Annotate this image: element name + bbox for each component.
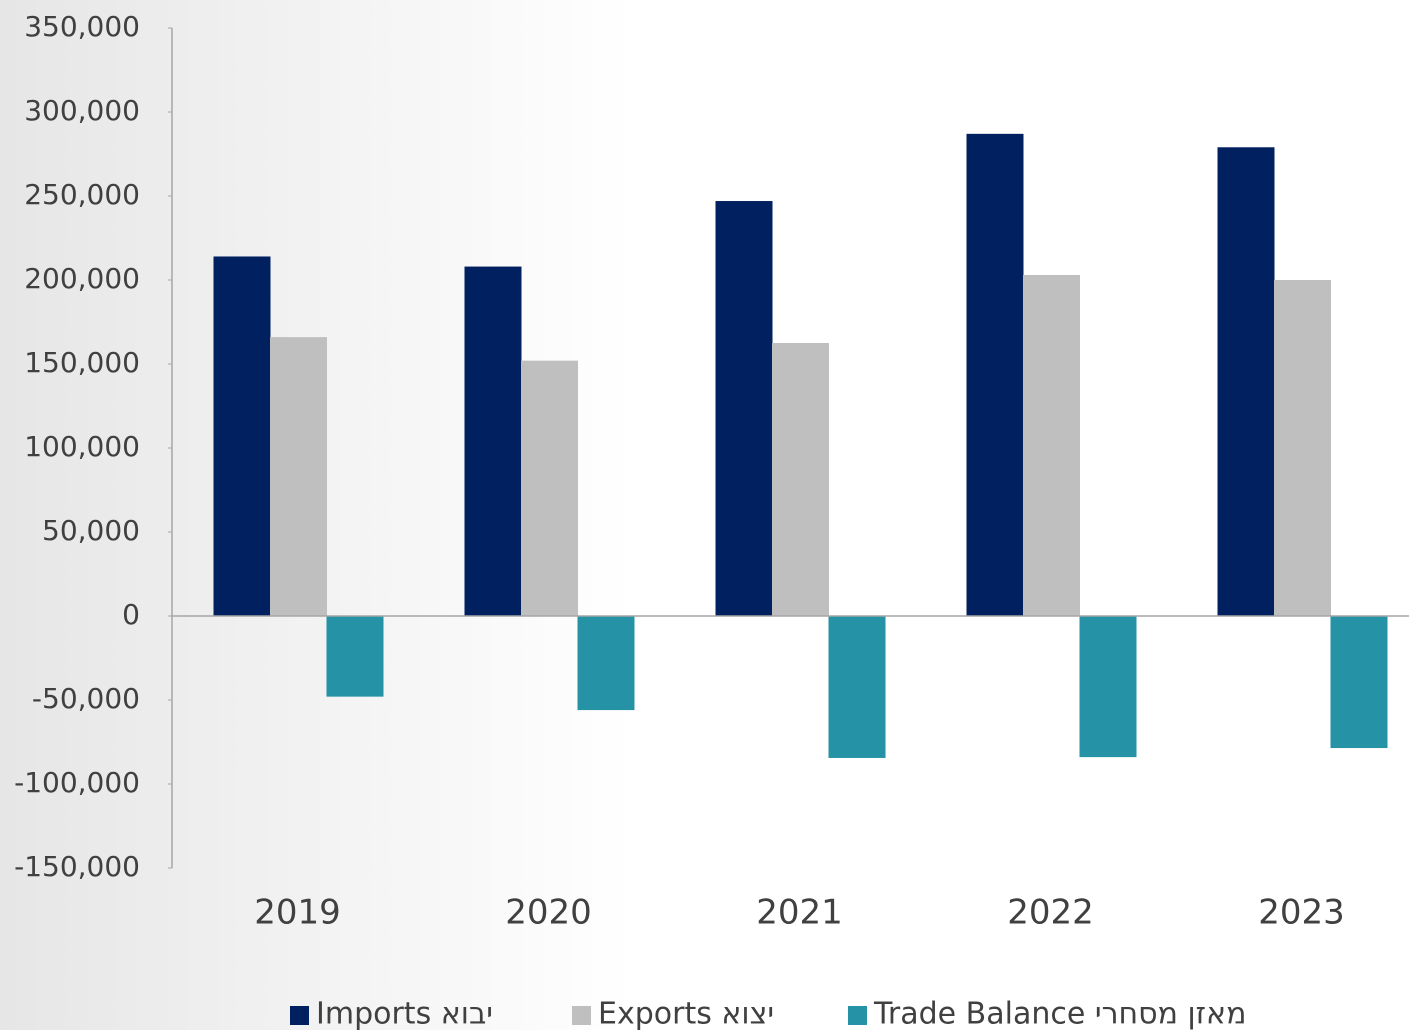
bar bbox=[213, 256, 271, 616]
y-tick-label: 250,000 bbox=[24, 178, 140, 211]
bar bbox=[1023, 274, 1080, 616]
bar bbox=[464, 266, 522, 616]
bar bbox=[715, 201, 773, 617]
y-tick-label: 0 bbox=[122, 598, 140, 631]
x-tick-label: 2019 bbox=[254, 893, 341, 933]
y-tick-label: 300,000 bbox=[24, 94, 140, 127]
y-tick-label: 150,000 bbox=[24, 346, 140, 379]
x-tick-label: 2022 bbox=[1007, 893, 1094, 933]
legend-label: Trade Balance מאזן מסחרי bbox=[873, 997, 1246, 1030]
bar bbox=[1079, 616, 1137, 758]
y-tick-label: 200,000 bbox=[24, 262, 140, 295]
legend-swatch bbox=[848, 1006, 867, 1025]
bar bbox=[326, 616, 384, 697]
legend-label: Imports יבוא bbox=[316, 997, 493, 1030]
bar bbox=[772, 343, 829, 616]
legend-swatch bbox=[572, 1006, 591, 1025]
legend-label: Exports יצוא bbox=[598, 997, 774, 1030]
bar bbox=[1330, 616, 1388, 749]
bar bbox=[828, 616, 886, 758]
y-tick-label: 50,000 bbox=[42, 514, 140, 547]
bar bbox=[521, 360, 578, 616]
y-tick-label: 100,000 bbox=[24, 430, 140, 463]
bar bbox=[577, 616, 635, 711]
y-tick-label: -150,000 bbox=[14, 850, 140, 883]
y-tick-label: -50,000 bbox=[32, 682, 140, 715]
bar bbox=[966, 133, 1024, 616]
x-tick-label: 2020 bbox=[505, 893, 592, 933]
bar bbox=[270, 337, 327, 616]
legend-swatch bbox=[290, 1006, 309, 1025]
bar bbox=[1217, 147, 1275, 616]
y-tick-label: 350,000 bbox=[24, 10, 140, 43]
x-tick-label: 2023 bbox=[1258, 893, 1345, 933]
bar bbox=[1274, 280, 1331, 616]
x-tick-label: 2021 bbox=[756, 893, 843, 933]
y-tick-label: -100,000 bbox=[14, 766, 140, 799]
